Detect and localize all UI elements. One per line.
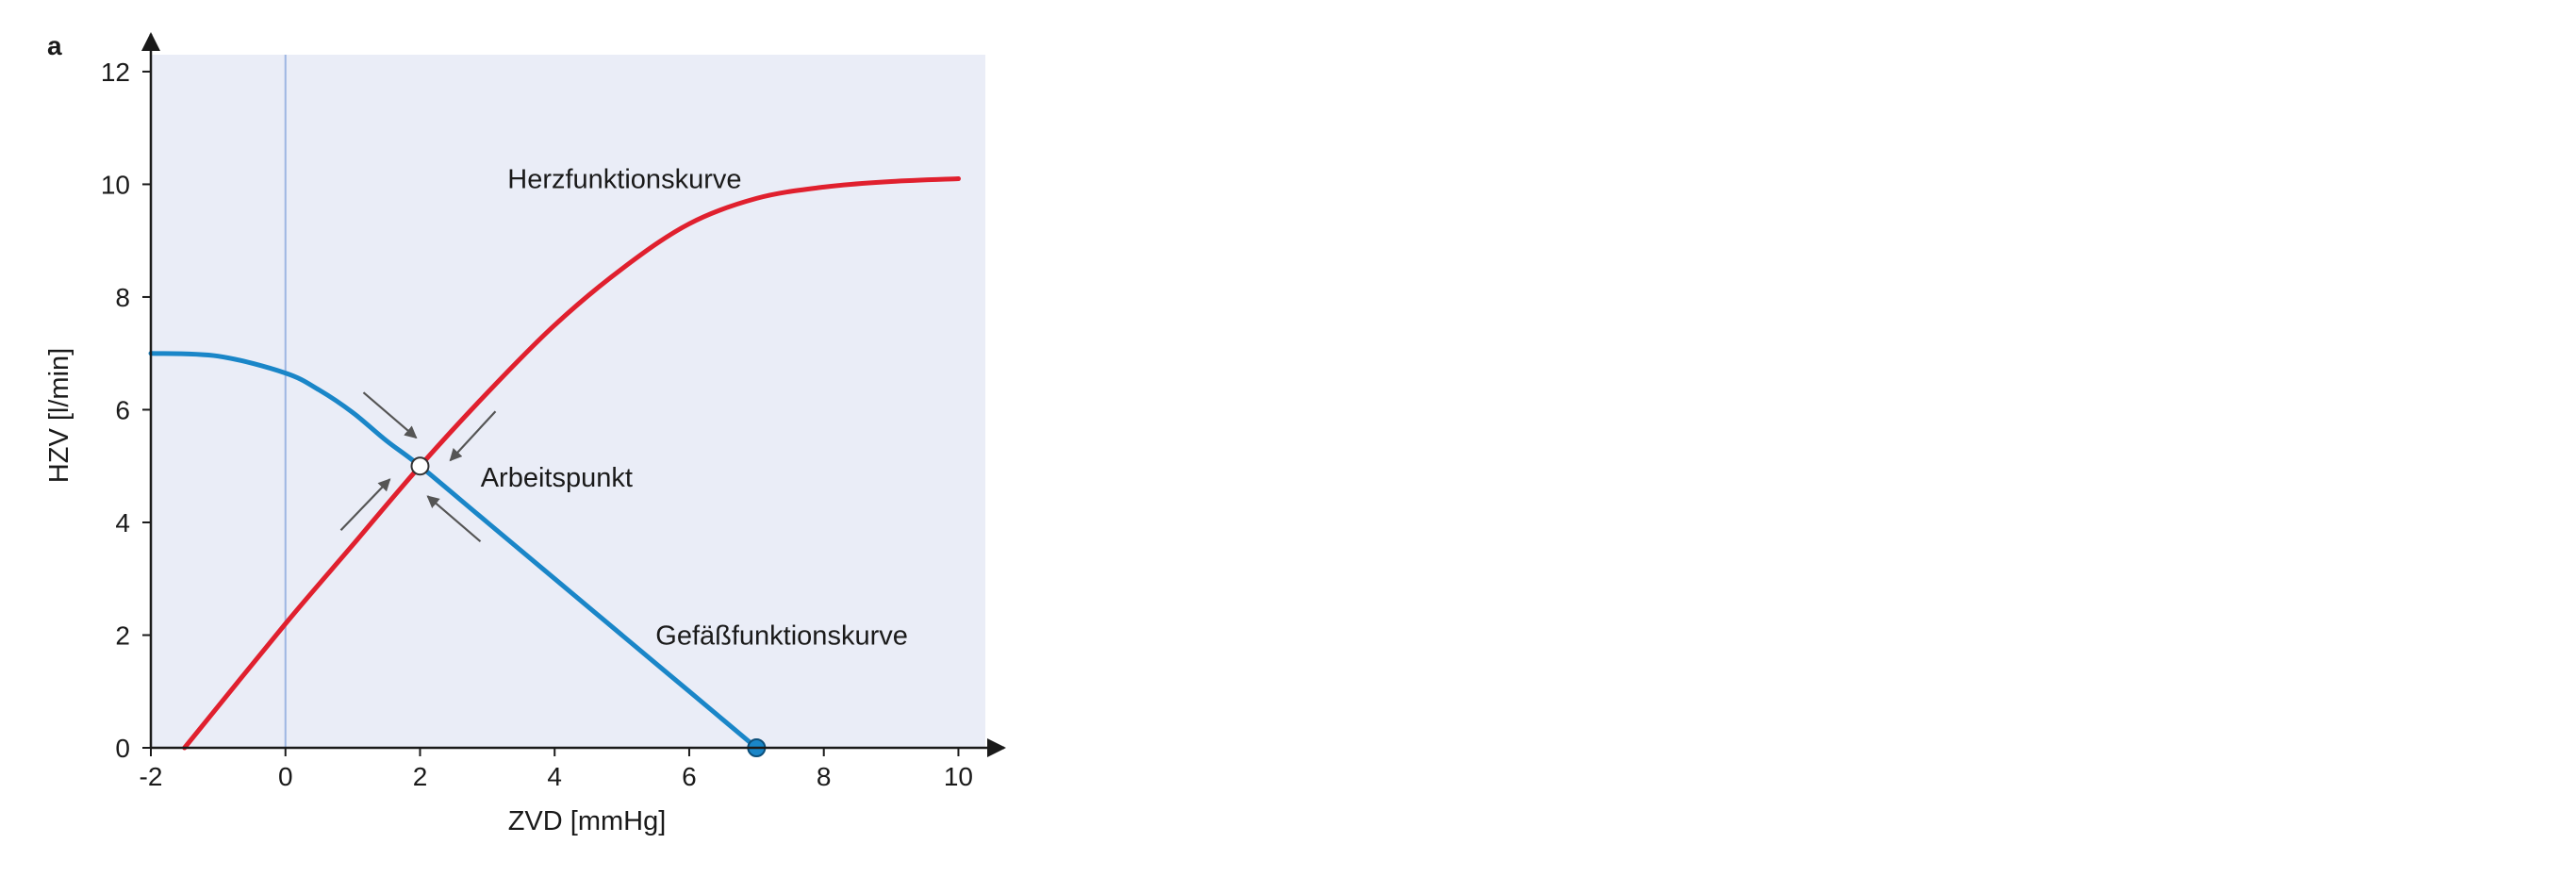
- equilibrium-arrow: [362, 391, 418, 439]
- y-axis-label: HZV [l/min]: [44, 348, 74, 483]
- y-axis-ticks: 0 2 4 6 8 10 12: [101, 58, 151, 763]
- x-axis-label: ZVD [mmHg]: [508, 806, 667, 836]
- label-arbeitspunkt: Arbeitspunkt: [481, 463, 633, 493]
- y-tick-label: 2: [115, 621, 130, 650]
- x-tick-label: 8: [817, 762, 832, 791]
- panel-letter: a: [47, 31, 62, 60]
- x-tick-label: 6: [682, 762, 697, 791]
- x-tick-label: 10: [944, 762, 973, 791]
- y-tick-label: 12: [101, 58, 130, 87]
- y-tick-label: 0: [115, 734, 130, 763]
- x-axis-ticks: -2 0 2 4 6 8 10: [140, 748, 973, 791]
- equilibrium-arrows: [339, 391, 497, 543]
- x-tick-label: 2: [413, 762, 428, 791]
- equilibrium-arrow: [449, 410, 497, 462]
- label-herzfunktionskurve: Herzfunktionskurve: [507, 164, 741, 194]
- y-tick-label: 6: [115, 395, 130, 424]
- point-arbeitspunkt: [410, 456, 430, 476]
- x-tick-label: 0: [278, 762, 293, 791]
- y-tick-label: 10: [101, 170, 130, 199]
- series-herzfunktionskurve: [182, 176, 961, 751]
- x-tick-label: 4: [547, 762, 562, 791]
- x-tick-label: -2: [140, 762, 163, 791]
- equilibrium-arrow: [426, 495, 482, 543]
- y-tick-label: 8: [115, 283, 130, 312]
- plot-background: [151, 55, 985, 748]
- y-tick-label: 4: [115, 508, 130, 538]
- equilibrium-arrow: [339, 478, 391, 531]
- label-gefaessfunktionskurve: Gefäßfunktionskurve: [655, 621, 908, 651]
